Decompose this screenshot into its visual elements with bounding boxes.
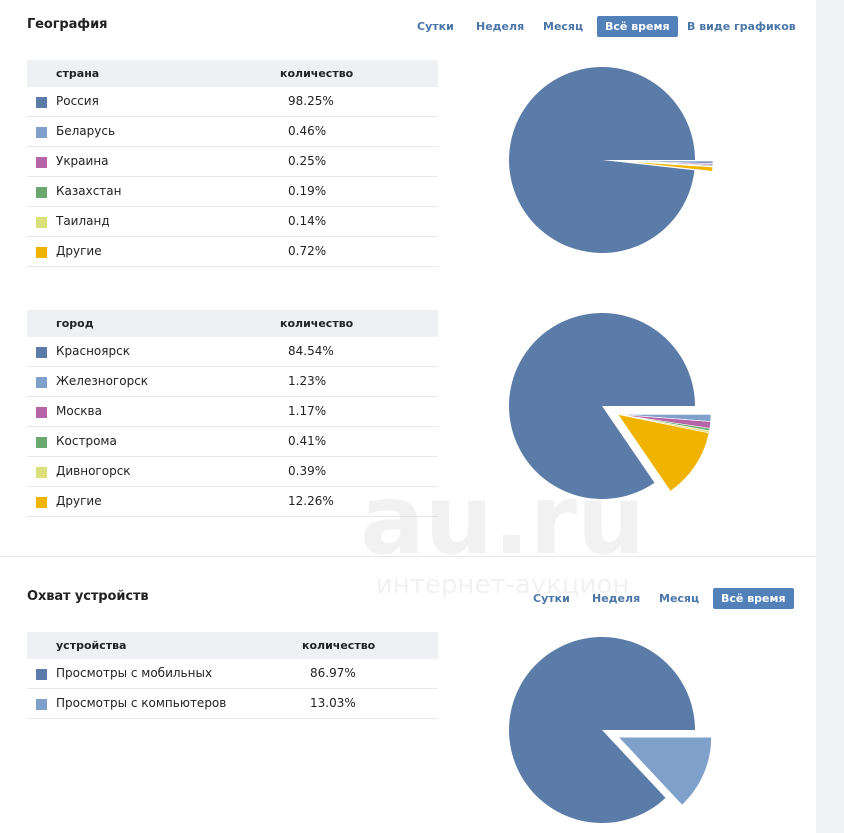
row-value: 13.03% — [310, 696, 356, 710]
tab-week[interactable]: Неделя — [592, 592, 641, 605]
tab-as-charts[interactable]: В виде графиков — [687, 20, 796, 33]
pie-slice-primary — [509, 637, 695, 823]
color-swatch — [36, 497, 47, 508]
devices-table: устройства количество Просмотры с мобиль… — [27, 632, 438, 719]
color-swatch — [36, 247, 47, 258]
color-swatch — [36, 127, 47, 138]
tab-day[interactable]: Сутки — [417, 20, 454, 33]
table-row: Другие 12.26% — [27, 487, 438, 517]
row-value: 0.14% — [288, 214, 327, 228]
table-row: Таиланд 0.14% — [27, 207, 438, 237]
table-row: Москва 1.17% — [27, 397, 438, 427]
row-name: Кострома — [56, 434, 117, 448]
color-swatch — [36, 377, 47, 388]
table-header: страна количество — [27, 60, 438, 87]
pie-slice-2 — [617, 736, 712, 806]
row-name: Казахстан — [56, 184, 122, 198]
column-header-city: город — [56, 317, 94, 330]
geography-title: География — [27, 17, 108, 32]
tab-week[interactable]: Неделя — [476, 20, 525, 33]
tab-all-time[interactable]: Всё время — [713, 588, 794, 609]
row-value: 1.23% — [288, 374, 327, 388]
row-name: Просмотры с компьютеров — [56, 696, 227, 710]
pie-slice-6 — [619, 160, 714, 172]
row-value: 0.25% — [288, 154, 327, 168]
pie-slice-primary — [509, 313, 695, 499]
row-name: Украина — [56, 154, 109, 168]
row-name: Москва — [56, 404, 102, 418]
row-name: Россия — [56, 94, 99, 108]
table-row: Беларусь 0.46% — [27, 117, 438, 147]
row-value: 98.25% — [288, 94, 334, 108]
table-header: устройства количество — [27, 632, 438, 659]
row-name: Таиланд — [56, 214, 110, 228]
cities-pie-chart — [509, 313, 712, 499]
row-value: 0.19% — [288, 184, 327, 198]
table-row: Кострома 0.41% — [27, 427, 438, 457]
table-header: город количество — [27, 310, 438, 337]
column-header-count: количество — [302, 639, 376, 652]
pie-slice-primary — [509, 66, 695, 253]
color-swatch — [36, 669, 47, 680]
color-swatch — [36, 347, 47, 358]
row-value: 12.26% — [288, 494, 334, 508]
table-row: Просмотры с компьютеров 13.03% — [27, 689, 438, 719]
tab-month[interactable]: Месяц — [659, 592, 700, 605]
table-row: Железногорск 1.23% — [27, 367, 438, 397]
row-name: Беларусь — [56, 124, 116, 138]
countries-pie-chart — [509, 66, 714, 253]
countries-table: страна количество Россия 98.25% Беларусь… — [27, 60, 438, 267]
color-swatch — [36, 157, 47, 168]
table-row: Украина 0.25% — [27, 147, 438, 177]
page-gutter — [816, 0, 844, 833]
row-name: Дивногорск — [56, 464, 131, 478]
table-row: Россия 98.25% — [27, 87, 438, 117]
table-row: Красноярск 84.54% — [27, 337, 438, 367]
row-value: 0.41% — [288, 434, 327, 448]
section-divider — [0, 556, 816, 557]
column-header-count: количество — [280, 317, 354, 330]
color-swatch — [36, 437, 47, 448]
row-name: Красноярск — [56, 344, 130, 358]
color-swatch — [36, 467, 47, 478]
row-value: 0.72% — [288, 244, 327, 258]
column-header-device: устройства — [56, 639, 127, 652]
row-name: Другие — [56, 244, 102, 258]
row-name: Просмотры с мобильных — [56, 666, 213, 680]
row-value: 0.39% — [288, 464, 327, 478]
tab-day[interactable]: Сутки — [533, 592, 570, 605]
color-swatch — [36, 187, 47, 198]
row-name: Другие — [56, 494, 102, 508]
row-value: 0.46% — [288, 124, 327, 138]
cities-table: город количество Красноярск 84.54% Желез… — [27, 310, 438, 517]
column-header-country: страна — [56, 67, 100, 80]
table-row: Другие 0.72% — [27, 237, 438, 267]
devices-pie-chart — [509, 637, 712, 823]
color-swatch — [36, 699, 47, 710]
table-row: Казахстан 0.19% — [27, 177, 438, 207]
color-swatch — [36, 407, 47, 418]
tab-all-time[interactable]: Всё время — [597, 16, 678, 37]
table-row: Просмотры с мобильных 86.97% — [27, 659, 438, 689]
devices-title: Охват устройств — [27, 589, 149, 604]
row-value: 84.54% — [288, 344, 334, 358]
row-value: 86.97% — [310, 666, 356, 680]
stats-panel: География Сутки Неделя Месяц Всё время В… — [0, 0, 816, 833]
color-swatch — [36, 97, 47, 108]
column-header-count: количество — [280, 67, 354, 80]
row-name: Железногорск — [56, 374, 149, 388]
tab-month[interactable]: Месяц — [543, 20, 584, 33]
pie-slice-6 — [617, 413, 710, 492]
color-swatch — [36, 217, 47, 228]
table-row: Дивногорск 0.39% — [27, 457, 438, 487]
row-value: 1.17% — [288, 404, 327, 418]
